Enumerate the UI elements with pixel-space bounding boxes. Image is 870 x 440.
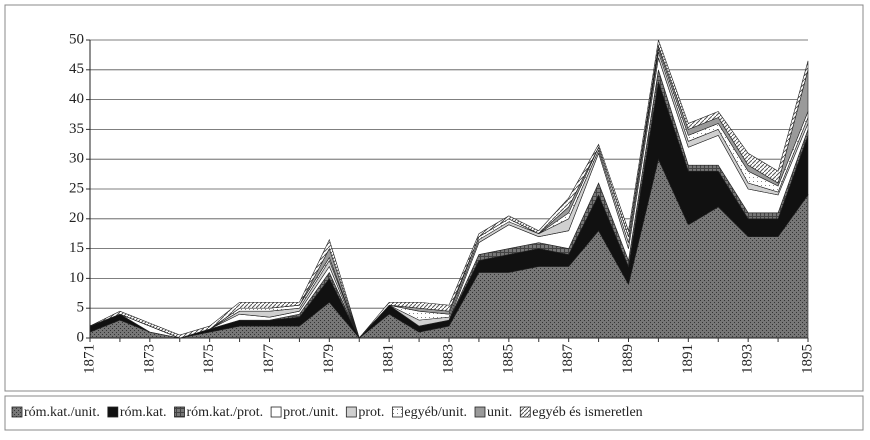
legend-label: egyéb és ismeretlen xyxy=(532,405,642,420)
y-tick-label: 10 xyxy=(69,270,84,286)
legend-label: róm.kat./unit. xyxy=(24,405,100,420)
x-tick-label: 1873 xyxy=(141,344,157,374)
y-tick-label: 30 xyxy=(69,151,84,167)
legend-swatch xyxy=(474,406,486,418)
legend-label: prot./unit. xyxy=(283,405,338,420)
y-tick-label: 15 xyxy=(69,240,84,256)
area xyxy=(89,39,809,339)
x-tick-label: 1887 xyxy=(560,344,576,375)
y-tick-label: 45 xyxy=(69,61,84,77)
legend-swatch xyxy=(391,406,403,418)
y-tick-label: 20 xyxy=(69,210,84,226)
x-tick-label: 1881 xyxy=(381,344,397,374)
y-tick-label: 0 xyxy=(77,329,85,345)
x-tick-label: 1893 xyxy=(740,344,756,374)
x-tick-label: 1875 xyxy=(201,344,217,374)
legend-swatch xyxy=(270,406,282,418)
legend-swatch xyxy=(107,406,119,418)
x-tick-label: 1871 xyxy=(81,344,97,374)
legend-label: prot. xyxy=(358,405,384,420)
legend-swatch xyxy=(11,406,23,418)
y-tick-label: 5 xyxy=(77,300,85,316)
y-tick-label: 50 xyxy=(69,31,84,47)
legend-swatch xyxy=(174,406,185,418)
x-tick-label: 1883 xyxy=(440,344,456,374)
legend-swatch xyxy=(519,406,531,418)
y-tick-label: 25 xyxy=(69,180,84,196)
x-tick-label: 1891 xyxy=(680,344,696,374)
legend-label: róm.kat. xyxy=(120,405,167,420)
legend-label: egyéb/unit. xyxy=(404,405,467,420)
x-tick-label: 1879 xyxy=(321,344,337,374)
legend: róm.kat./unit. róm.kat. róm.kat./prot. prot… xyxy=(11,405,643,420)
x-tick-label: 1877 xyxy=(261,344,277,375)
x-tick-label: 1895 xyxy=(799,344,815,374)
legend-swatch xyxy=(345,406,357,418)
x-tick-label: 1889 xyxy=(620,344,636,374)
y-tick-label: 40 xyxy=(69,91,84,107)
y-tick-label: 35 xyxy=(69,121,84,137)
legend-label: unit. xyxy=(487,405,512,420)
legend-label: róm.kat./prot. xyxy=(186,405,263,420)
legend-frame xyxy=(4,395,864,431)
x-tick-label: 1885 xyxy=(500,344,516,374)
